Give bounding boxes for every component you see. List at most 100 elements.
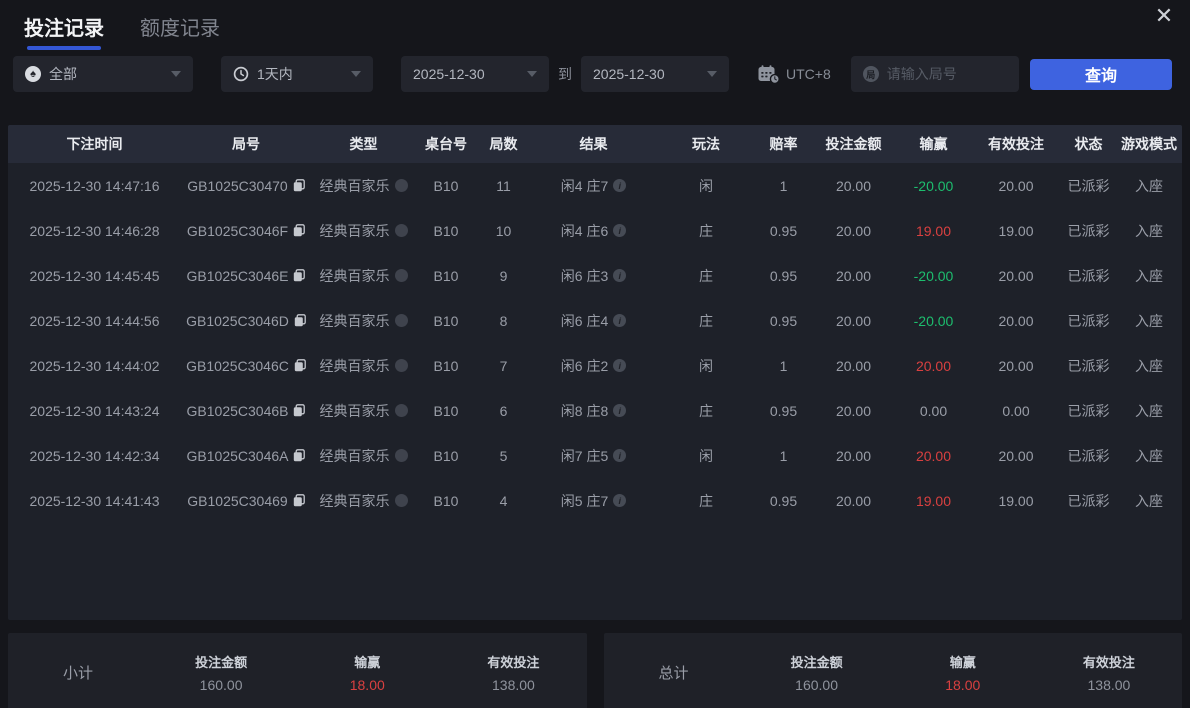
info-icon[interactable]: i	[613, 359, 627, 372]
cell-result: 闲4 庄6 i	[531, 221, 656, 241]
timezone-label: UTC+8	[786, 66, 831, 82]
round-id-text: GB1025C3046E	[186, 267, 289, 284]
time-range-dropdown[interactable]: 1天内	[221, 56, 373, 92]
cell-play: 闲	[699, 177, 713, 194]
table-row[interactable]: 2025-12-30 14:44:02 GB1025C3046C 经典百家乐 B…	[8, 343, 1182, 388]
cell-win-loss: 0.00	[919, 402, 948, 419]
cell-valid-bet: 0.00	[1002, 402, 1030, 419]
close-icon[interactable]: ✕	[1154, 3, 1174, 28]
game-type-icon	[394, 494, 408, 507]
info-icon[interactable]: i	[613, 494, 627, 507]
date-to-separator: 到	[558, 66, 572, 82]
round-id-input[interactable]	[886, 66, 1007, 82]
copy-icon[interactable]	[293, 179, 305, 192]
cell-game-type: 经典百家乐	[311, 176, 416, 196]
game-type-icon	[394, 179, 408, 192]
table-row[interactable]: 2025-12-30 14:44:56 GB1025C3046D 经典百家乐 B…	[8, 298, 1182, 343]
active-tab-indicator	[27, 46, 101, 50]
game-type-dropdown[interactable]: ♠ 全部	[13, 56, 193, 92]
info-icon[interactable]: i	[613, 179, 627, 192]
cell-table-no: B10	[433, 447, 459, 464]
cell-valid-bet: 20.00	[998, 177, 1034, 194]
round-id-text: GB1025C3046C	[186, 357, 289, 374]
cell-round-id: GB1025C3046F	[181, 223, 311, 239]
cell-odds: 0.95	[769, 492, 798, 509]
total-win-loss-value: 18.00	[945, 676, 981, 693]
date-from-dropdown[interactable]: 2025-12-30	[401, 56, 549, 92]
copy-icon[interactable]	[294, 359, 306, 372]
cell-round-id: GB1025C3046B	[181, 403, 311, 419]
search-button[interactable]: 查询	[1030, 58, 1172, 90]
info-icon[interactable]: i	[613, 404, 627, 417]
table-row[interactable]: 2025-12-30 14:46:28 GB1025C3046F 经典百家乐 B…	[8, 208, 1182, 253]
total-valid-bet-label: 有效投注	[1082, 654, 1135, 670]
cell-odds: 1	[779, 177, 788, 194]
copy-icon[interactable]	[293, 494, 305, 507]
cell-game-type: 经典百家乐	[311, 221, 416, 241]
copy-icon[interactable]	[294, 314, 306, 327]
column-header: 下注时间	[66, 136, 123, 152]
info-icon[interactable]: i	[613, 224, 627, 237]
cell-odds: 0.95	[769, 267, 798, 284]
cell-result: 闲6 庄3 i	[531, 266, 656, 286]
date-to-dropdown[interactable]: 2025-12-30	[581, 56, 729, 92]
filter-bar: ♠ 全部 1天内 2025-12-30 到 2025-12-30	[0, 56, 1190, 92]
total-label: 总计	[658, 664, 689, 682]
info-icon[interactable]: i	[613, 449, 627, 462]
cell-valid-bet: 20.00	[998, 447, 1034, 464]
cell-game-type: 经典百家乐	[311, 356, 416, 376]
result-text: 闲6 庄2	[560, 357, 609, 374]
cell-game-mode: 入座	[1135, 492, 1163, 509]
cell-round-id: GB1025C30470	[181, 178, 311, 194]
cell-round-no: 6	[499, 402, 508, 419]
game-type-icon	[394, 269, 408, 282]
copy-icon[interactable]	[293, 449, 306, 462]
cell-round-id: GB1025C3046D	[181, 313, 311, 329]
table-row[interactable]: 2025-12-30 14:47:16 GB1025C30470 经典百家乐 B…	[8, 163, 1182, 208]
cell-status: 已派彩	[1067, 402, 1110, 419]
round-id-text: GB1025C3046D	[186, 312, 289, 329]
calendar-clock-icon	[758, 65, 780, 84]
game-type-text: 经典百家乐	[319, 177, 390, 194]
result-text: 闲4 庄7	[560, 177, 609, 194]
cell-bet-time: 2025-12-30 14:45:45	[29, 267, 160, 284]
cell-result: 闲5 庄7 i	[531, 491, 656, 511]
cell-game-mode: 入座	[1135, 222, 1163, 239]
cell-status: 已派彩	[1067, 177, 1110, 194]
table-row[interactable]: 2025-12-30 14:45:45 GB1025C3046E 经典百家乐 B…	[8, 253, 1182, 298]
info-icon[interactable]: i	[613, 269, 627, 282]
cell-game-type: 经典百家乐	[311, 311, 416, 331]
copy-icon[interactable]	[293, 269, 306, 282]
cell-result: 闲4 庄7 i	[531, 176, 656, 196]
tab-bet-records[interactable]: 投注记录	[24, 12, 104, 50]
cell-odds: 0.95	[769, 222, 798, 239]
table-row[interactable]: 2025-12-30 14:41:43 GB1025C30469 经典百家乐 B…	[8, 478, 1182, 523]
timezone-indicator: UTC+8	[757, 64, 831, 84]
table-row[interactable]: 2025-12-30 14:42:34 GB1025C3046A 经典百家乐 B…	[8, 433, 1182, 478]
total-bet-amount: 投注金额 160.00	[744, 652, 890, 693]
result-text: 闲8 庄8	[560, 402, 609, 419]
cell-bet-time: 2025-12-30 14:43:24	[29, 402, 160, 419]
cell-bet-amount: 20.00	[835, 492, 872, 509]
cell-bet-time: 2025-12-30 14:44:02	[29, 357, 160, 374]
copy-icon[interactable]	[293, 224, 305, 237]
tab-quota-records[interactable]: 额度记录	[140, 12, 220, 50]
cell-game-mode: 入座	[1135, 312, 1163, 329]
copy-icon[interactable]	[293, 404, 306, 417]
cell-win-loss: -20.00	[913, 267, 954, 284]
cell-bet-amount: 20.00	[835, 222, 872, 239]
cell-round-id: GB1025C3046A	[181, 448, 311, 464]
date-from-value: 2025-12-30	[413, 66, 485, 82]
result-text: 闲4 庄6	[560, 222, 609, 239]
cell-result: 闲8 庄8 i	[531, 401, 656, 421]
table-row[interactable]: 2025-12-30 14:43:24 GB1025C3046B 经典百家乐 B…	[8, 388, 1182, 433]
cell-bet-amount: 20.00	[835, 447, 872, 464]
result-text: 闲6 庄3	[560, 267, 609, 284]
column-header: 玩法	[692, 136, 720, 152]
game-type-value: 全部	[49, 66, 77, 82]
info-icon[interactable]: i	[613, 314, 627, 327]
round-id-text: GB1025C30470	[187, 177, 288, 194]
cell-result: 闲7 庄5 i	[531, 446, 656, 466]
table-body: 2025-12-30 14:47:16 GB1025C30470 经典百家乐 B…	[8, 163, 1182, 523]
cell-bet-time: 2025-12-30 14:41:43	[29, 492, 160, 509]
